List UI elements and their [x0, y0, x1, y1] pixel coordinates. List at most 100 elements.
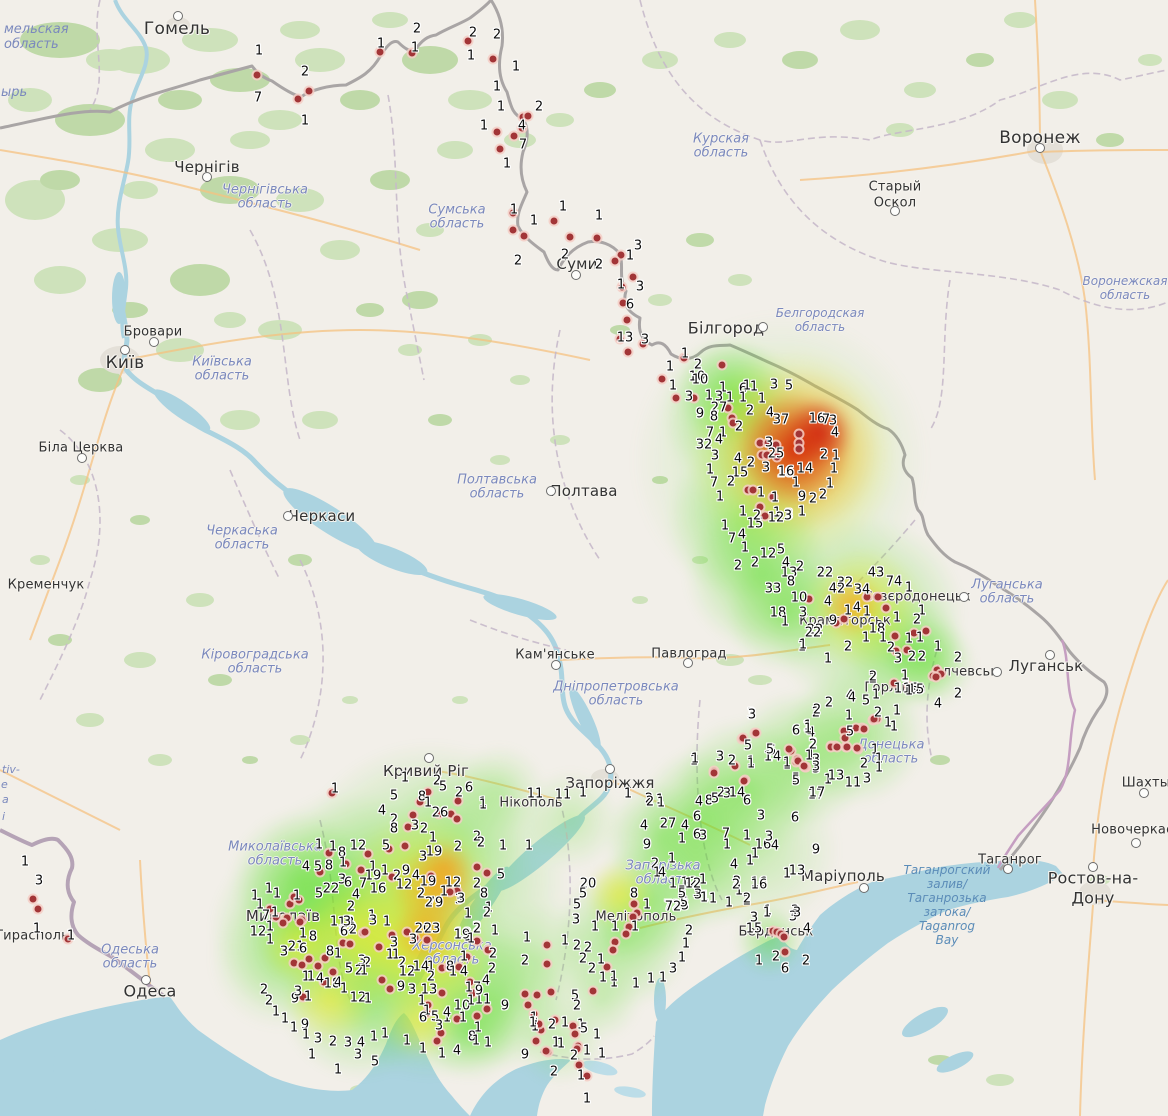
incident-dot-marker[interactable]	[890, 679, 898, 687]
incident-count-label[interactable]: 7	[821, 412, 831, 428]
incident-count-label[interactable]: 2	[746, 455, 756, 471]
incident-count-label[interactable]: 1	[484, 900, 494, 916]
incident-count-label[interactable]: 2	[732, 874, 742, 890]
incident-count-label[interactable]: 4	[933, 696, 943, 712]
incident-count-label[interactable]: 25	[767, 446, 785, 462]
incident-count-label[interactable]: 7	[709, 475, 719, 491]
incident-count-label[interactable]: 9	[474, 983, 484, 999]
incident-count-label[interactable]: 5	[710, 791, 720, 807]
incident-count-label[interactable]: 4	[802, 921, 812, 937]
incident-count-label[interactable]: 19	[454, 926, 472, 942]
incident-count-label[interactable]: 1	[490, 923, 500, 939]
incident-count-label[interactable]: 22	[816, 565, 834, 581]
incident-count-label[interactable]: 9	[520, 1047, 530, 1063]
incident-dot-marker[interactable]	[658, 375, 666, 383]
incident-count-label[interactable]: 1	[511, 59, 521, 75]
incident-dot-marker[interactable]	[756, 439, 764, 447]
incident-count-label[interactable]: 1	[718, 380, 728, 396]
incident-count-label[interactable]: 1	[658, 970, 668, 986]
incident-dot-marker[interactable]	[573, 1045, 581, 1053]
incident-dot-marker[interactable]	[423, 936, 431, 944]
incident-count-label[interactable]: 2	[818, 487, 828, 503]
incident-dot-marker[interactable]	[575, 1061, 583, 1069]
incident-count-label[interactable]: 14	[728, 785, 746, 801]
incident-dot-marker[interactable]	[690, 394, 698, 402]
incident-dot-marker[interactable]	[672, 394, 680, 402]
incident-dot-marker[interactable]	[286, 900, 294, 908]
incident-count-label[interactable]: 3	[418, 849, 428, 865]
incident-dot-marker[interactable]	[403, 928, 411, 936]
incident-count-label[interactable]: 6	[418, 1010, 428, 1026]
incident-count-label[interactable]: 12	[395, 877, 413, 893]
incident-count-label[interactable]: 4	[517, 118, 527, 134]
incident-count-label[interactable]: 1	[423, 795, 433, 811]
incident-count-label[interactable]: 6	[742, 793, 752, 809]
incident-dot-marker[interactable]	[509, 226, 517, 234]
incident-dot-marker[interactable]	[892, 647, 900, 655]
incident-count-label[interactable]: 7	[518, 137, 528, 153]
incident-dot-marker[interactable]	[521, 990, 529, 998]
incident-count-label[interactable]: 2	[727, 753, 737, 769]
incident-count-label[interactable]: 1	[690, 751, 700, 767]
incident-dot-marker[interactable]	[852, 724, 860, 732]
incident-count-label[interactable]: 8	[325, 944, 335, 960]
incident-count-label[interactable]: 2	[354, 963, 364, 979]
incident-count-label[interactable]: 1	[250, 888, 260, 904]
incident-dot-marker[interactable]	[773, 453, 781, 461]
incident-count-label[interactable]: 6	[298, 941, 308, 957]
incident-count-label[interactable]: 2	[348, 922, 358, 938]
incident-count-label[interactable]: 1	[478, 795, 488, 811]
incident-count-label[interactable]: 1	[718, 425, 728, 441]
incident-count-label[interactable]: 1	[528, 1015, 538, 1031]
incident-count-label[interactable]: 32	[695, 437, 713, 453]
incident-count-label[interactable]: 1	[578, 785, 588, 801]
incident-count-label[interactable]: 6	[780, 961, 790, 977]
incident-count-label[interactable]: 3	[640, 332, 650, 348]
incident-count-label[interactable]: 2	[726, 474, 736, 490]
incident-count-label[interactable]: 1	[878, 630, 888, 646]
incident-count-label[interactable]: 2	[472, 921, 482, 937]
incident-dot-marker[interactable]	[424, 788, 432, 796]
incident-count-label[interactable]: 1	[264, 881, 274, 897]
incident-count-label[interactable]: 4	[852, 600, 862, 616]
incident-count-label[interactable]: 27	[710, 400, 728, 416]
incident-dot-marker[interactable]	[375, 943, 383, 951]
incident-count-label[interactable]: 3	[343, 1035, 353, 1051]
incident-count-label[interactable]: 2	[953, 686, 963, 702]
incident-dot-marker[interactable]	[454, 797, 462, 805]
incident-count-label[interactable]: 1	[874, 760, 884, 776]
incident-count-label[interactable]: 2	[547, 1017, 557, 1033]
incident-count-label[interactable]: 2	[520, 953, 530, 969]
incident-dot-marker[interactable]	[603, 963, 611, 971]
incident-dot-marker[interactable]	[519, 113, 527, 121]
incident-count-label[interactable]: 1	[668, 378, 678, 394]
incident-dot-marker[interactable]	[438, 989, 446, 997]
incident-count-label[interactable]: 2	[472, 829, 482, 845]
incident-count-label[interactable]: 1	[762, 905, 772, 921]
incident-count-label[interactable]: 3	[756, 808, 766, 824]
incident-dot-marker[interactable]	[833, 743, 841, 751]
incident-count-label[interactable]: 8	[308, 929, 318, 945]
incident-count-label[interactable]: 2	[824, 695, 834, 711]
incident-count-label[interactable]: 1	[797, 639, 807, 655]
incident-count-label[interactable]: 6	[343, 875, 353, 891]
incident-dot-marker[interactable]	[401, 842, 409, 850]
incident-count-label[interactable]: 1	[333, 1062, 343, 1078]
incident-dot-marker[interactable]	[841, 734, 849, 742]
incident-count-label[interactable]: 5	[677, 884, 687, 900]
incident-count-label[interactable]: 16	[808, 411, 826, 427]
incident-count-label[interactable]: 1	[359, 963, 369, 979]
incident-count-label[interactable]: 3	[389, 935, 399, 951]
incident-count-label[interactable]: 1	[439, 884, 449, 900]
incident-dot-marker[interactable]	[761, 512, 769, 520]
incident-count-label[interactable]: 3	[456, 891, 466, 907]
incident-dot-marker[interactable]	[937, 670, 945, 678]
incident-count-label[interactable]: 1	[933, 639, 943, 655]
incident-count-label[interactable]: 2	[795, 559, 805, 575]
incident-count-label[interactable]: 14	[796, 461, 814, 477]
incident-dot-marker[interactable]	[453, 1015, 461, 1023]
incident-count-label[interactable]: 13	[827, 768, 845, 784]
incident-count-label[interactable]: 1	[556, 1036, 566, 1052]
incident-dot-marker[interactable]	[408, 49, 416, 57]
incident-dot-marker[interactable]	[749, 486, 757, 494]
